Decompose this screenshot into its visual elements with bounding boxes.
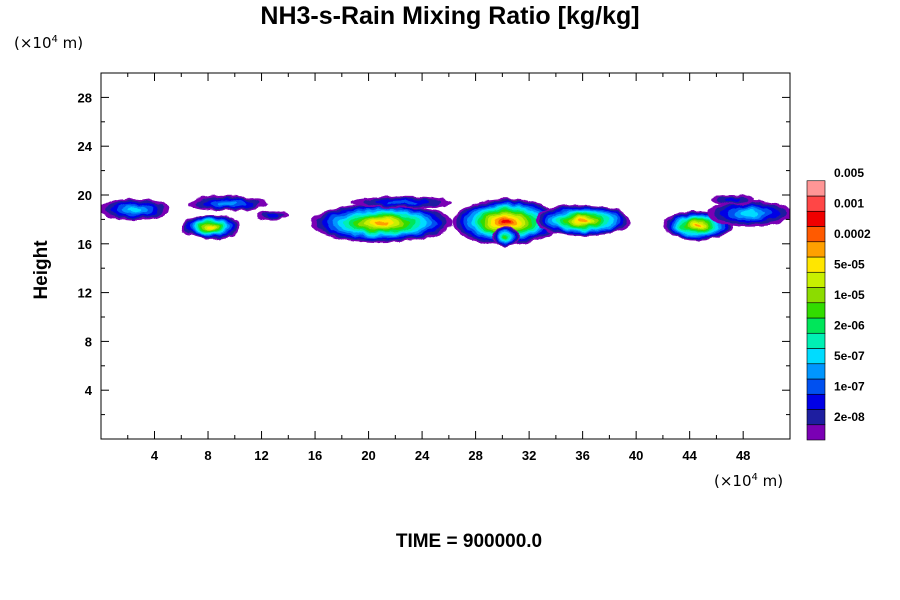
- colorbar-swatch: [806, 302, 826, 319]
- colorbar-swatch: [806, 226, 826, 243]
- contour-band: [265, 213, 279, 218]
- colorbar-swatch: [806, 317, 826, 334]
- contour-band: [501, 219, 511, 224]
- colorbar-swatch: [806, 332, 826, 349]
- contour-band: [503, 235, 507, 238]
- colorbar-swatch: [806, 393, 826, 410]
- y-tick-label: 28: [78, 90, 92, 105]
- y-tick-label: 8: [85, 334, 92, 349]
- y-axis-unit: (×104 m): [14, 34, 84, 52]
- colorbar-swatch: [806, 195, 826, 212]
- contour-band: [218, 201, 238, 206]
- mixing-ratio-field: [101, 195, 790, 247]
- x-axis: 4 8 12 16 20 24 28 32 36 40 44 48: [127, 73, 750, 463]
- x-tick-label: 24: [415, 448, 430, 463]
- colorbar-swatch: [806, 424, 826, 441]
- colorbar-label: 1e-07: [834, 380, 865, 394]
- colorbar: 2e-08 1e-07 5e-07 2e-06 1e-05 5e-05 0.0002 0.00…: [806, 166, 871, 441]
- y-tick-label: 16: [78, 237, 92, 252]
- colorbar-swatch: [806, 348, 826, 365]
- contour-band: [724, 197, 741, 202]
- colorbar-label: 0.001: [834, 197, 864, 211]
- colorbar-label: 0.005: [834, 166, 864, 180]
- colorbar-swatch: [806, 378, 826, 395]
- colorbar-swatch: [806, 363, 826, 380]
- colorbar-swatch: [806, 409, 826, 426]
- y-axis: 4 8 12 16 20 24 28: [78, 72, 790, 416]
- y-tick-label: 24: [78, 139, 93, 154]
- x-tick-label: 44: [682, 448, 697, 463]
- colorbar-label: 5e-07: [834, 349, 865, 363]
- x-tick-label: 36: [575, 448, 589, 463]
- contour-band: [577, 219, 588, 223]
- x-tick-label: 20: [361, 448, 375, 463]
- colorbar-swatch: [806, 256, 826, 273]
- colorbar-swatch: [806, 271, 826, 288]
- x-tick-label: 28: [468, 448, 482, 463]
- x-axis-unit: (×104 m): [714, 472, 784, 490]
- x-tick-label: 32: [522, 448, 536, 463]
- colorbar-label: 1e-05: [834, 288, 865, 302]
- contour-band: [207, 225, 214, 229]
- chart-title: NH3-s-Rain Mixing Ratio [kg/kg]: [260, 2, 640, 30]
- plot-frame: [100, 72, 791, 440]
- x-tick-label: 4: [151, 448, 159, 463]
- y-tick-label: 20: [78, 188, 92, 203]
- colorbar-swatch: [806, 210, 826, 227]
- x-tick-label: 12: [254, 448, 268, 463]
- contour-band: [127, 207, 142, 212]
- colorbar-label: 5e-05: [834, 258, 865, 272]
- colorbar-swatch: [806, 287, 826, 304]
- contour-band: [694, 224, 702, 227]
- colorbar-label: 0.0002: [834, 227, 871, 241]
- x-tick-label: 40: [629, 448, 643, 463]
- time-label: TIME = 900000.0: [395, 531, 543, 552]
- y-tick-label: 4: [85, 383, 93, 398]
- contour-band: [386, 200, 418, 205]
- colorbar-label: 2e-08: [834, 410, 865, 424]
- colorbar-swatch: [806, 180, 826, 197]
- x-tick-label: 16: [308, 448, 322, 463]
- x-tick-label: 48: [736, 448, 750, 463]
- colorbar-label: 2e-06: [834, 319, 865, 333]
- colorbar-swatch: [806, 241, 826, 258]
- contour-band: [375, 221, 389, 225]
- y-tick-label: 12: [78, 286, 92, 301]
- contour-band: [741, 210, 759, 217]
- x-tick-label: 8: [204, 448, 211, 463]
